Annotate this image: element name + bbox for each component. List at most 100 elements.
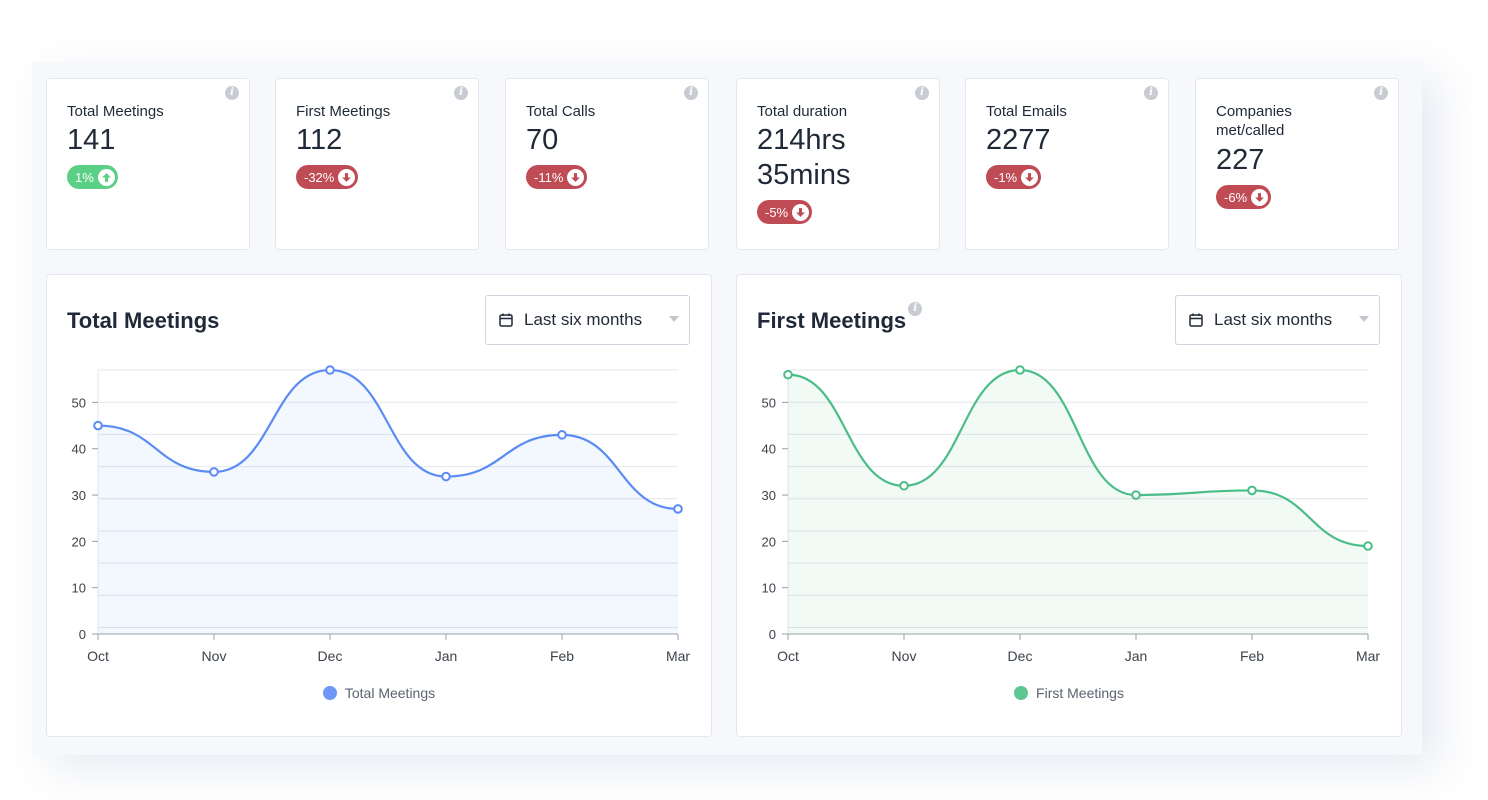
stat-label: Total Meetings (67, 103, 164, 120)
chart-card-total-meetings: Total Meetings Last six months 0 10 20 30 40… (46, 274, 712, 737)
stat-card-total-emails: i Total Emails 2277 -1% (965, 78, 1169, 250)
y-tick-label: 30 (72, 488, 86, 503)
x-tick-label: Jan (1125, 648, 1148, 664)
change-value: 1% (75, 169, 94, 185)
stat-card-companies: i Companies met/called 227 -6% (1195, 78, 1399, 250)
change-badge: 1% (67, 165, 118, 189)
stat-card-first-meetings: i First Meetings 112 -32% (275, 78, 479, 250)
data-point[interactable] (783, 369, 793, 380)
legend-dot (1014, 686, 1029, 700)
x-tick-label: Feb (550, 648, 574, 664)
info-icon[interactable]: i (1374, 86, 1388, 100)
data-point[interactable] (557, 430, 567, 440)
stat-label: Total Calls (526, 103, 596, 120)
stat-card-total-calls: i Total Calls 70 -11% (505, 78, 709, 250)
data-point[interactable] (325, 365, 335, 375)
data-point[interactable] (1015, 365, 1025, 375)
data-point[interactable] (899, 480, 909, 491)
legend-dot (322, 686, 337, 700)
series-line (787, 368, 1369, 548)
info-icon[interactable]: i (908, 302, 923, 316)
y-tick-label: 20 (762, 534, 776, 549)
stat-value: 70 (526, 124, 559, 156)
total-meetings-line-chart: 0 10 20 30 40 50 Oct Nov Dec Jan Feb Mar (72, 365, 690, 664)
change-badge: -5% (757, 200, 813, 224)
x-tick-label: Mar (1356, 648, 1380, 664)
x-tick-label: Oct (777, 648, 799, 664)
chart-title-text: First Meetings (757, 308, 907, 333)
info-icon[interactable]: i (684, 86, 698, 100)
date-range-dropdown[interactable]: Last six months (1175, 295, 1380, 345)
y-tick-label: 40 (72, 442, 86, 457)
calendar-icon (1189, 313, 1203, 327)
grid-lines (98, 369, 678, 629)
stat-card-total-meetings: i Total Meetings 141 1% (46, 78, 250, 250)
info-icon[interactable]: i (915, 86, 929, 100)
data-point[interactable] (93, 420, 103, 431)
chart-card-first-meetings: First Meetings i Last six months 0 10 20 30… (736, 274, 1402, 737)
change-badge: -6% (1216, 185, 1272, 209)
arrow-down-icon (792, 203, 810, 221)
data-point[interactable] (209, 467, 219, 477)
info-icon[interactable]: i (225, 86, 239, 100)
stat-value: 214hrs 35mins (757, 124, 851, 191)
data-point[interactable] (1131, 490, 1141, 500)
stat-label: Total duration (757, 103, 848, 120)
x-tick-label: Jan (435, 648, 458, 664)
chart-title: Total Meetings (67, 308, 220, 333)
stat-value: 141 (67, 124, 116, 156)
chart-title: First Meetings i (757, 302, 923, 334)
data-point[interactable] (441, 471, 451, 482)
stat-value: 112 (296, 124, 343, 156)
first-meetings-line-chart: 0 10 20 30 40 50 Oct Nov Dec Jan Feb Mar (762, 365, 1380, 664)
change-badge: -32% (296, 165, 359, 189)
y-tick-label: 30 (762, 488, 776, 503)
stat-label: First Meetings (296, 103, 391, 120)
arrow-up-icon (97, 168, 115, 186)
x-tick-label: Mar (666, 648, 690, 664)
change-badge: -1% (986, 165, 1042, 189)
change-value: -11% (534, 169, 564, 185)
grid-lines (788, 369, 1368, 629)
data-point[interactable] (1247, 485, 1257, 496)
chart-legend[interactable]: First Meetings (737, 685, 1401, 701)
x-tick-label: Dec (318, 648, 343, 664)
x-tick-label: Nov (892, 648, 917, 664)
chevron-down-icon (1359, 316, 1369, 322)
change-value: -1% (994, 169, 1018, 185)
arrow-down-icon (338, 168, 356, 186)
data-point[interactable] (673, 504, 683, 514)
legend-label: Total Meetings (344, 685, 436, 701)
series-area (788, 370, 1368, 634)
x-tick-label: Nov (202, 648, 227, 664)
y-tick-label: 10 (762, 581, 776, 596)
y-tick-label: 50 (762, 395, 776, 410)
arrow-down-icon (1021, 168, 1039, 186)
chart-legend[interactable]: Total Meetings (47, 685, 711, 701)
y-tick-label: 0 (769, 627, 776, 642)
info-icon[interactable]: i (454, 86, 468, 100)
y-tick-label: 20 (72, 534, 86, 549)
arrow-down-icon (567, 168, 585, 186)
change-badge: -11% (526, 165, 588, 189)
chevron-down-icon (669, 316, 679, 322)
stat-value: 227 (1216, 144, 1265, 176)
x-tick-label: Feb (1240, 648, 1264, 664)
y-tick-label: 40 (762, 442, 776, 457)
calendar-icon (499, 313, 513, 327)
stat-value: 2277 (986, 124, 1051, 156)
x-tick-label: Dec (1008, 648, 1033, 664)
stat-label: Total Emails (986, 103, 1067, 120)
arrow-down-icon (1251, 188, 1269, 206)
data-point[interactable] (1363, 541, 1373, 551)
series-line (97, 368, 679, 511)
y-tick-label: 0 (79, 627, 86, 642)
y-tick-label: 10 (72, 581, 86, 596)
dropdown-label: Last six months (524, 310, 643, 329)
dropdown-label: Last six months (1214, 310, 1333, 329)
info-icon[interactable]: i (1144, 86, 1158, 100)
stat-card-total-duration: i Total duration 214hrs 35mins -5% (736, 78, 940, 250)
change-value: -32% (304, 169, 335, 185)
x-tick-label: Oct (87, 648, 109, 664)
date-range-dropdown[interactable]: Last six months (485, 295, 690, 345)
